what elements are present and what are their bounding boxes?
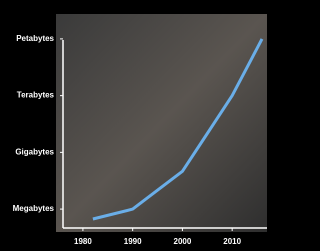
page: Megabytes Gigabytes Terabytes Petabytes 1980… — [0, 0, 320, 251]
y-tick-label: Gigabytes — [15, 147, 54, 156]
x-tick-label: 1980 — [74, 237, 92, 246]
x-tick-label: 2000 — [174, 237, 192, 246]
x-tick-label: 2010 — [223, 237, 241, 246]
y-tick-label: Megabytes — [13, 204, 55, 213]
chart: Megabytes Gigabytes Terabytes Petabytes 1980… — [0, 0, 267, 251]
y-tick-label: Terabytes — [17, 91, 55, 100]
crowd-photo — [56, 14, 267, 232]
y-tick-label: Petabytes — [16, 34, 54, 43]
x-tick-label: 1990 — [124, 237, 142, 246]
